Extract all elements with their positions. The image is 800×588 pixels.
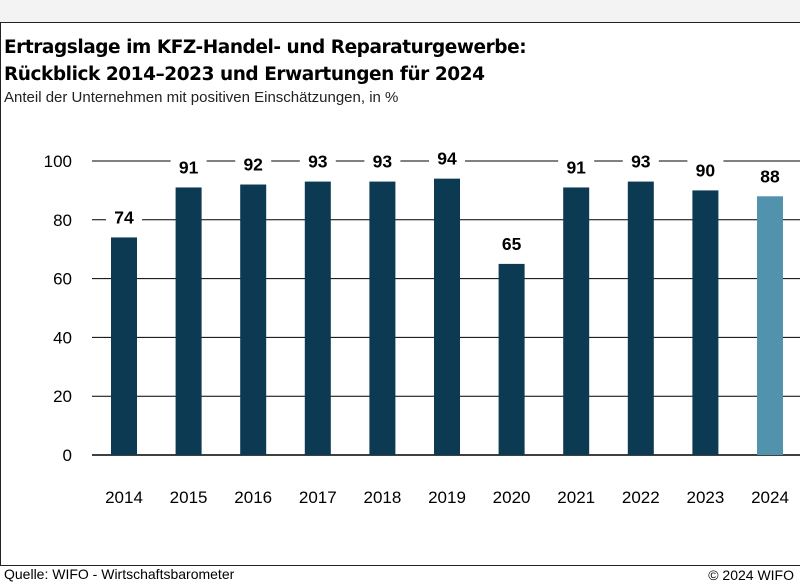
bar-2020 (498, 263, 525, 455)
bar-2018 (369, 181, 396, 455)
data-label-backdrop (752, 164, 788, 189)
y-axis-ticks: 0 20 40 60 80 100 (44, 152, 72, 465)
x-tick-label: 2020 (493, 488, 531, 507)
x-tick-label: 2024 (751, 488, 789, 507)
y-tick-label: 40 (53, 328, 72, 347)
data-label-backdrop (493, 231, 530, 256)
data-label-backdrop (429, 146, 465, 171)
data-label-backdrop (106, 205, 142, 230)
data-labels: 74 91 92 93 93 94 65 91 93 90 88 (106, 146, 788, 256)
y-tick-label: 60 (53, 270, 72, 289)
bar-2017 (304, 181, 331, 455)
data-label: 94 (437, 149, 457, 169)
bar-2022 (627, 181, 654, 455)
data-label: 90 (696, 160, 716, 180)
bar-2021 (563, 187, 590, 455)
chart-title: Ertragslage im KFZ-Handel- und Reparatur… (4, 34, 527, 88)
bar-2024 (757, 196, 783, 455)
data-label-backdrop (299, 149, 336, 174)
data-label: 65 (502, 234, 522, 254)
y-tick-label: 80 (53, 211, 72, 230)
data-label: 92 (243, 155, 263, 175)
y-tick-label: 20 (53, 387, 72, 406)
top-band (0, 0, 800, 23)
data-label: 88 (760, 166, 780, 186)
bar-2019 (434, 178, 460, 455)
x-tick-label: 2015 (170, 488, 208, 507)
bar-2023 (692, 190, 719, 455)
data-label-backdrop (364, 149, 401, 174)
y-tick-label: 100 (44, 152, 72, 171)
data-label-backdrop (558, 155, 595, 180)
data-label: 91 (179, 157, 199, 177)
bars (111, 178, 783, 455)
data-label-backdrop (170, 155, 207, 180)
chart-subtitle: Anteil der Unternehmen mit positiven Ein… (4, 89, 399, 106)
x-tick-label: 2014 (105, 488, 143, 507)
x-tick-label: 2021 (557, 488, 595, 507)
data-label: 93 (373, 152, 393, 172)
x-tick-label: 2023 (686, 488, 724, 507)
data-label-backdrop (235, 152, 272, 177)
data-label-backdrop (622, 149, 659, 174)
x-tick-label: 2019 (428, 488, 466, 507)
data-label: 93 (308, 152, 328, 172)
x-tick-label: 2018 (363, 488, 401, 507)
y-tick-label: 0 (63, 446, 72, 465)
left-border (0, 22, 1, 566)
x-axis-ticks: 2014 2015 2016 2017 2018 2019 2020 2021 2022 2023… (105, 488, 789, 507)
bar-2015 (175, 187, 202, 455)
title-line-1: Ertragslage im KFZ-Handel- und Reparatur… (4, 37, 527, 58)
bar-chart: 0 20 40 60 80 100 74 91 92 93 93 94 65 91 93 90 88 2014… (44, 146, 800, 507)
footer-rule (0, 565, 800, 566)
copyright-note: © 2024 WIFO (708, 567, 794, 583)
data-label-backdrop (687, 158, 724, 183)
source-note: Quelle: WIFO - Wirtschaftsbarometer (4, 566, 235, 582)
data-label: 74 (114, 207, 134, 227)
bar-2016 (240, 184, 267, 455)
data-label: 93 (631, 152, 651, 172)
x-tick-label: 2017 (299, 488, 337, 507)
bar-2014 (111, 237, 137, 455)
data-label: 91 (566, 157, 586, 177)
x-tick-label: 2022 (622, 488, 660, 507)
x-tick-label: 2016 (234, 488, 272, 507)
title-line-2: Rückblick 2014–2023 und Erwartungen für … (4, 64, 485, 85)
